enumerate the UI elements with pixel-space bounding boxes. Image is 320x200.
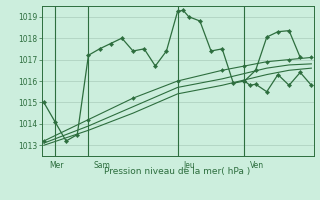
X-axis label: Pression niveau de la mer( hPa ): Pression niveau de la mer( hPa ): [104, 167, 251, 176]
Text: Ven: Ven: [250, 161, 264, 170]
Text: Jeu: Jeu: [183, 161, 195, 170]
Text: Mer: Mer: [49, 161, 64, 170]
Text: Sam: Sam: [94, 161, 111, 170]
